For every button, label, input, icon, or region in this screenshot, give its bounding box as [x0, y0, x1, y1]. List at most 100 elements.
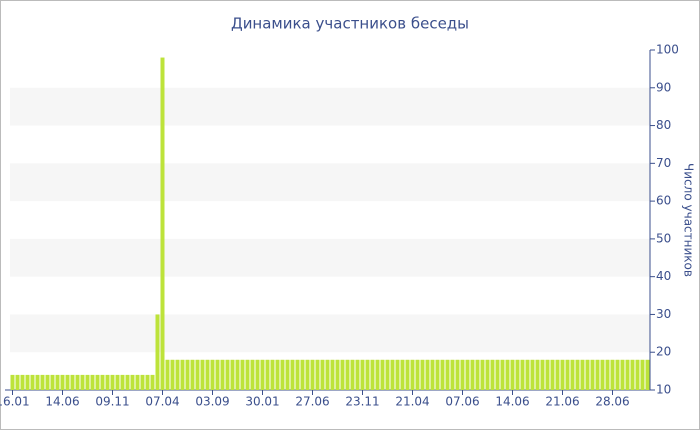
grid-band — [10, 163, 650, 202]
bar — [190, 359, 195, 390]
bar — [200, 359, 205, 390]
bar — [120, 374, 125, 390]
bar — [75, 374, 80, 390]
bar — [290, 359, 295, 390]
bar — [635, 359, 640, 390]
x-tick-label: 03.09 — [195, 395, 229, 409]
bar — [595, 359, 600, 390]
x-tick-label: 28.06 — [595, 395, 629, 409]
bar — [620, 359, 625, 390]
bar — [240, 359, 245, 390]
x-tick-label: 30.01 — [245, 395, 279, 409]
bar — [215, 359, 220, 390]
bar — [85, 374, 90, 390]
bar — [135, 374, 140, 390]
bar — [210, 359, 215, 390]
bar — [25, 374, 30, 390]
bar — [50, 374, 55, 390]
bar — [165, 359, 170, 390]
bar — [580, 359, 585, 390]
bar — [610, 359, 615, 390]
bar — [345, 359, 350, 390]
grid-band — [10, 314, 650, 353]
bar — [45, 374, 50, 390]
bar — [360, 359, 365, 390]
bar — [615, 359, 620, 390]
y-tick-label: 60 — [656, 194, 671, 208]
bar — [30, 374, 35, 390]
bar — [285, 359, 290, 390]
bar — [170, 359, 175, 390]
bar — [405, 359, 410, 390]
y-tick-label: 100 — [656, 43, 679, 57]
bar — [35, 374, 40, 390]
bar — [540, 359, 545, 390]
bar — [100, 374, 105, 390]
bar — [10, 374, 15, 390]
bar — [350, 359, 355, 390]
grid-band — [10, 238, 650, 277]
y-tick-label: 40 — [656, 269, 671, 283]
bar — [500, 359, 505, 390]
bar — [555, 359, 560, 390]
bar — [180, 359, 185, 390]
bar — [600, 359, 605, 390]
bar — [630, 359, 635, 390]
bar — [40, 374, 45, 390]
bar — [265, 359, 270, 390]
bar — [380, 359, 385, 390]
bar — [90, 374, 95, 390]
bar — [60, 374, 65, 390]
bar — [235, 359, 240, 390]
bar — [570, 359, 575, 390]
bar — [530, 359, 535, 390]
bar — [490, 359, 495, 390]
x-tick-label: 09.11 — [95, 395, 129, 409]
bar — [125, 374, 130, 390]
bar — [355, 359, 360, 390]
bar — [65, 374, 70, 390]
x-tick-label: 16.01 — [0, 395, 30, 409]
bar — [505, 359, 510, 390]
bar — [325, 359, 330, 390]
bar — [110, 374, 115, 390]
x-tick-label: 27.06 — [295, 395, 329, 409]
y-tick-label: 30 — [656, 307, 671, 321]
bar — [400, 359, 405, 390]
bar — [145, 374, 150, 390]
bar — [150, 374, 155, 390]
bar — [15, 374, 20, 390]
bar — [550, 359, 555, 390]
bar — [335, 359, 340, 390]
y-axis-title: Число участников — [682, 163, 696, 277]
y-tick-label: 80 — [656, 118, 671, 132]
x-tick-label: 14.06 — [45, 395, 79, 409]
bar — [105, 374, 110, 390]
bar — [270, 359, 275, 390]
bar — [275, 359, 280, 390]
bar — [510, 359, 515, 390]
bar — [225, 359, 230, 390]
bar — [410, 359, 415, 390]
bar — [80, 374, 85, 390]
bar — [465, 359, 470, 390]
bar — [420, 359, 425, 390]
bar — [375, 359, 380, 390]
bar — [590, 359, 595, 390]
bar — [230, 359, 235, 390]
grid-band — [10, 87, 650, 126]
bar — [305, 359, 310, 390]
bar — [95, 374, 100, 390]
bar — [605, 359, 610, 390]
y-tick-label: 50 — [656, 231, 671, 245]
bar — [205, 359, 210, 390]
x-tick-label: 07.06 — [445, 395, 479, 409]
x-tick-label: 14.06 — [495, 395, 529, 409]
bar — [320, 359, 325, 390]
chart-title: Динамика участников беседы — [231, 15, 469, 33]
bar — [565, 359, 570, 390]
bar — [250, 359, 255, 390]
bar — [515, 359, 520, 390]
bar — [560, 359, 565, 390]
